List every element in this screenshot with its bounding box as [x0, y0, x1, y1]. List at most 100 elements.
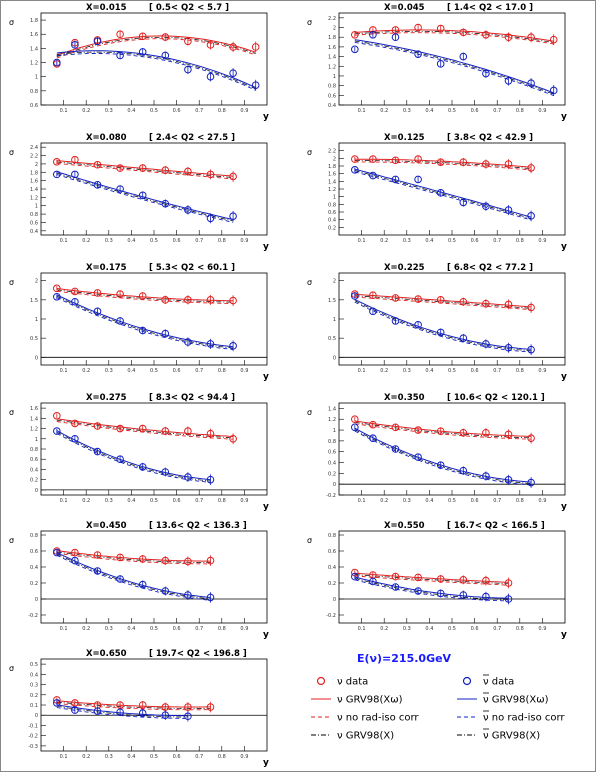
legend-label: ν GRV98(X) [337, 731, 394, 742]
y-tick-label: 1.4 [30, 187, 38, 193]
nu-data-point [206, 170, 215, 179]
x-tick-label: 0.3 [403, 368, 411, 374]
panel-6: X=0.225 [ 6.8< Q2 < 77.2 ] 0 0.5 1 1.5 2 0.1 0.2… [307, 263, 567, 382]
x-tick-label: 0.9 [538, 498, 546, 504]
y-tick-label: -0.2 [28, 613, 38, 619]
nubar-data-point [391, 33, 400, 42]
plot-area [40, 402, 268, 496]
nubar-data-point [161, 199, 170, 208]
theory-no-radcorr-line [354, 41, 554, 97]
y-tick-label: 2 [35, 162, 38, 168]
theory-solid-line [354, 293, 532, 308]
y-tick-label: 0.4 [328, 218, 336, 224]
nu-data-point [436, 427, 445, 435]
nubar-data-point [161, 51, 170, 60]
panel-x-value: X=0.125 [384, 133, 425, 143]
y-tick-label: 0.4 [30, 672, 38, 678]
x-tick-label: 0.5 [150, 368, 158, 374]
nu-data-point [161, 166, 170, 174]
nubar-data-point [184, 712, 192, 721]
x-tick-label: 0.8 [516, 108, 524, 114]
nubar-data-point [504, 76, 513, 85]
x-tick-label: 0.7 [493, 498, 501, 504]
nubar-data-point [93, 567, 102, 575]
x-tick-label: 0.5 [150, 238, 158, 244]
nubar-data-point [71, 706, 79, 714]
x-tick-label: 0.9 [538, 238, 546, 244]
y-tick-label: 1 [35, 204, 38, 210]
y-tick-label: 1.2 [328, 64, 336, 70]
nubar-data-point [138, 48, 147, 56]
theory-grv98x-line [56, 551, 211, 563]
y-tick-label: 0 [333, 355, 336, 361]
nu-data-point [53, 284, 61, 293]
x-tick-label: 0.8 [218, 498, 226, 504]
plot-area [40, 142, 268, 236]
nubar-data-point [369, 577, 377, 586]
nu-data-point [161, 33, 170, 41]
nu-data-point [229, 172, 237, 181]
y-axis-label: σ [307, 148, 312, 157]
nu-data-point [549, 35, 558, 44]
x-tick-label: 0.8 [218, 368, 226, 374]
x-tick-label: 0.1 [60, 108, 68, 114]
nu-data-point [504, 300, 513, 309]
nu-data-point [369, 291, 377, 300]
theory-no-radcorr-line [354, 296, 532, 311]
x-tick-label: 0.4 [127, 498, 135, 504]
nubar-data-point [93, 707, 102, 715]
legend-label: ν GRV98(Xω) [483, 695, 549, 706]
nubar-data-point [53, 292, 61, 301]
theory-grv98x-line [56, 289, 234, 303]
x-tick-label: 0.2 [82, 754, 90, 760]
legend-label: ν data [483, 677, 514, 688]
nu-data-point [71, 419, 79, 428]
y-tick-label: 1.4 [30, 46, 38, 52]
x-tick-label: 0.3 [403, 238, 411, 244]
nubar-data-point [206, 214, 215, 223]
x-tick-label: 0.2 [380, 238, 388, 244]
x-tick-label: 0.1 [60, 754, 68, 760]
x-tick-label: 0.4 [127, 368, 135, 374]
nubar-data-point [138, 326, 147, 335]
nu-data-point [527, 33, 535, 42]
nubar-data-point [206, 340, 215, 348]
panel-7: X=0.275 [ 8.3< Q2 < 94.4 ] 0 0.2 0.4 0.6 0.8 1 1… [9, 393, 269, 512]
legend-label: ν GRV98(Xω) [337, 695, 403, 706]
panel-8: X=0.350 [ 10.6< Q2 < 120.1 ] -0.2 0 0.2 0.4 0.… [307, 393, 567, 512]
y-tick-label: 0 [35, 488, 38, 494]
panel-q2-range: [ 19.7< Q2 < 196.8 ] [149, 649, 247, 659]
x-tick-label: 0.9 [240, 626, 248, 632]
nubar-data-point [436, 328, 445, 337]
panel-x-value: X=0.015 [86, 3, 127, 13]
theory-no-radcorr-line [56, 174, 234, 223]
nubar-data-point [93, 447, 102, 456]
x-tick-label: 0.1 [358, 498, 366, 504]
nubar-data-point [184, 473, 192, 481]
x-tick-label: 0.3 [105, 754, 113, 760]
nu-data-point [138, 292, 147, 300]
theory-solid-line [56, 418, 234, 437]
y-tick-label: 1.5 [328, 298, 336, 304]
nubar-data-point [229, 69, 237, 77]
x-tick-label: 0.6 [173, 498, 181, 504]
y-tick-label: 1.6 [30, 179, 38, 185]
x-axis-label: y [561, 502, 567, 512]
nu-data-point [459, 576, 468, 584]
x-tick-label: 0.5 [150, 626, 158, 632]
nu-data-point [184, 703, 192, 711]
nubar-data-point [482, 592, 490, 601]
nubar-data-point [482, 69, 490, 78]
nubar-data-point [414, 587, 422, 595]
theory-grv98x-line [354, 295, 532, 309]
nubar-data-point [116, 575, 124, 583]
y-tick-label: 0.6 [30, 549, 38, 555]
y-tick-label: -0.2 [326, 613, 336, 619]
x-tick-label: 0.1 [358, 626, 366, 632]
panel-x-value: X=0.045 [384, 3, 425, 13]
nubar-data-point [53, 58, 61, 67]
nu-data-point [414, 155, 422, 163]
theory-grv98x-line [56, 705, 188, 718]
y-tick-label: 1.2 [30, 427, 38, 433]
x-tick-label: 0.1 [60, 238, 68, 244]
